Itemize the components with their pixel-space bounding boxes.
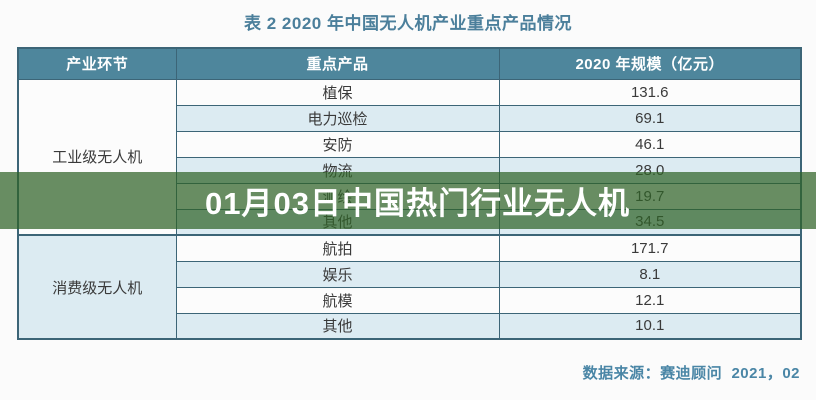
cell-value: 69.1: [498, 104, 802, 132]
cell-value: 171.7: [498, 234, 802, 262]
page-title: 表 2 2020 年中国无人机产业重点产品情况: [244, 14, 572, 33]
table-row: 其他 10.1: [18, 312, 802, 340]
cell-value: 131.6: [498, 78, 802, 106]
table-row: 消费级无人机 航拍 171.7: [17, 234, 802, 340]
cell-value: 10.1: [498, 312, 802, 340]
table-row: 安防 46.1: [18, 130, 802, 158]
cell-product: 安防: [175, 130, 500, 158]
cell-value: 12.1: [498, 286, 802, 314]
cell-product: 植保: [175, 78, 500, 106]
header-industry-segment: 产业环节: [17, 47, 177, 80]
watermark-overlay-band: 01月03日中国热门行业无人机: [0, 172, 816, 229]
cell-value: 46.1: [498, 130, 802, 158]
cell-value: 8.1: [498, 260, 802, 288]
header-scale-2020: 2020 年规模（亿元）: [498, 47, 802, 80]
header-key-product: 重点产品: [175, 47, 500, 80]
cell-product: 航模: [175, 286, 500, 314]
table-header-row: 产业环节 重点产品 2020 年规模（亿元）: [17, 47, 802, 80]
cell-product: 电力巡检: [175, 104, 500, 132]
table-row: 工业级无人机 植保 131.6: [17, 78, 802, 236]
cell-product: 航拍: [175, 234, 500, 262]
cell-product: 其他: [175, 312, 500, 340]
cell-product: 娱乐: [175, 260, 500, 288]
watermark-headline-text: 01月03日中国热门行业无人机: [205, 186, 630, 221]
table-row: 娱乐 8.1: [18, 260, 802, 288]
table-row: 航模 12.1: [18, 286, 802, 314]
data-source-note: 数据来源：赛迪顾问 2021，02: [582, 365, 800, 382]
category-consumer-drone: 消费级无人机: [17, 234, 177, 340]
